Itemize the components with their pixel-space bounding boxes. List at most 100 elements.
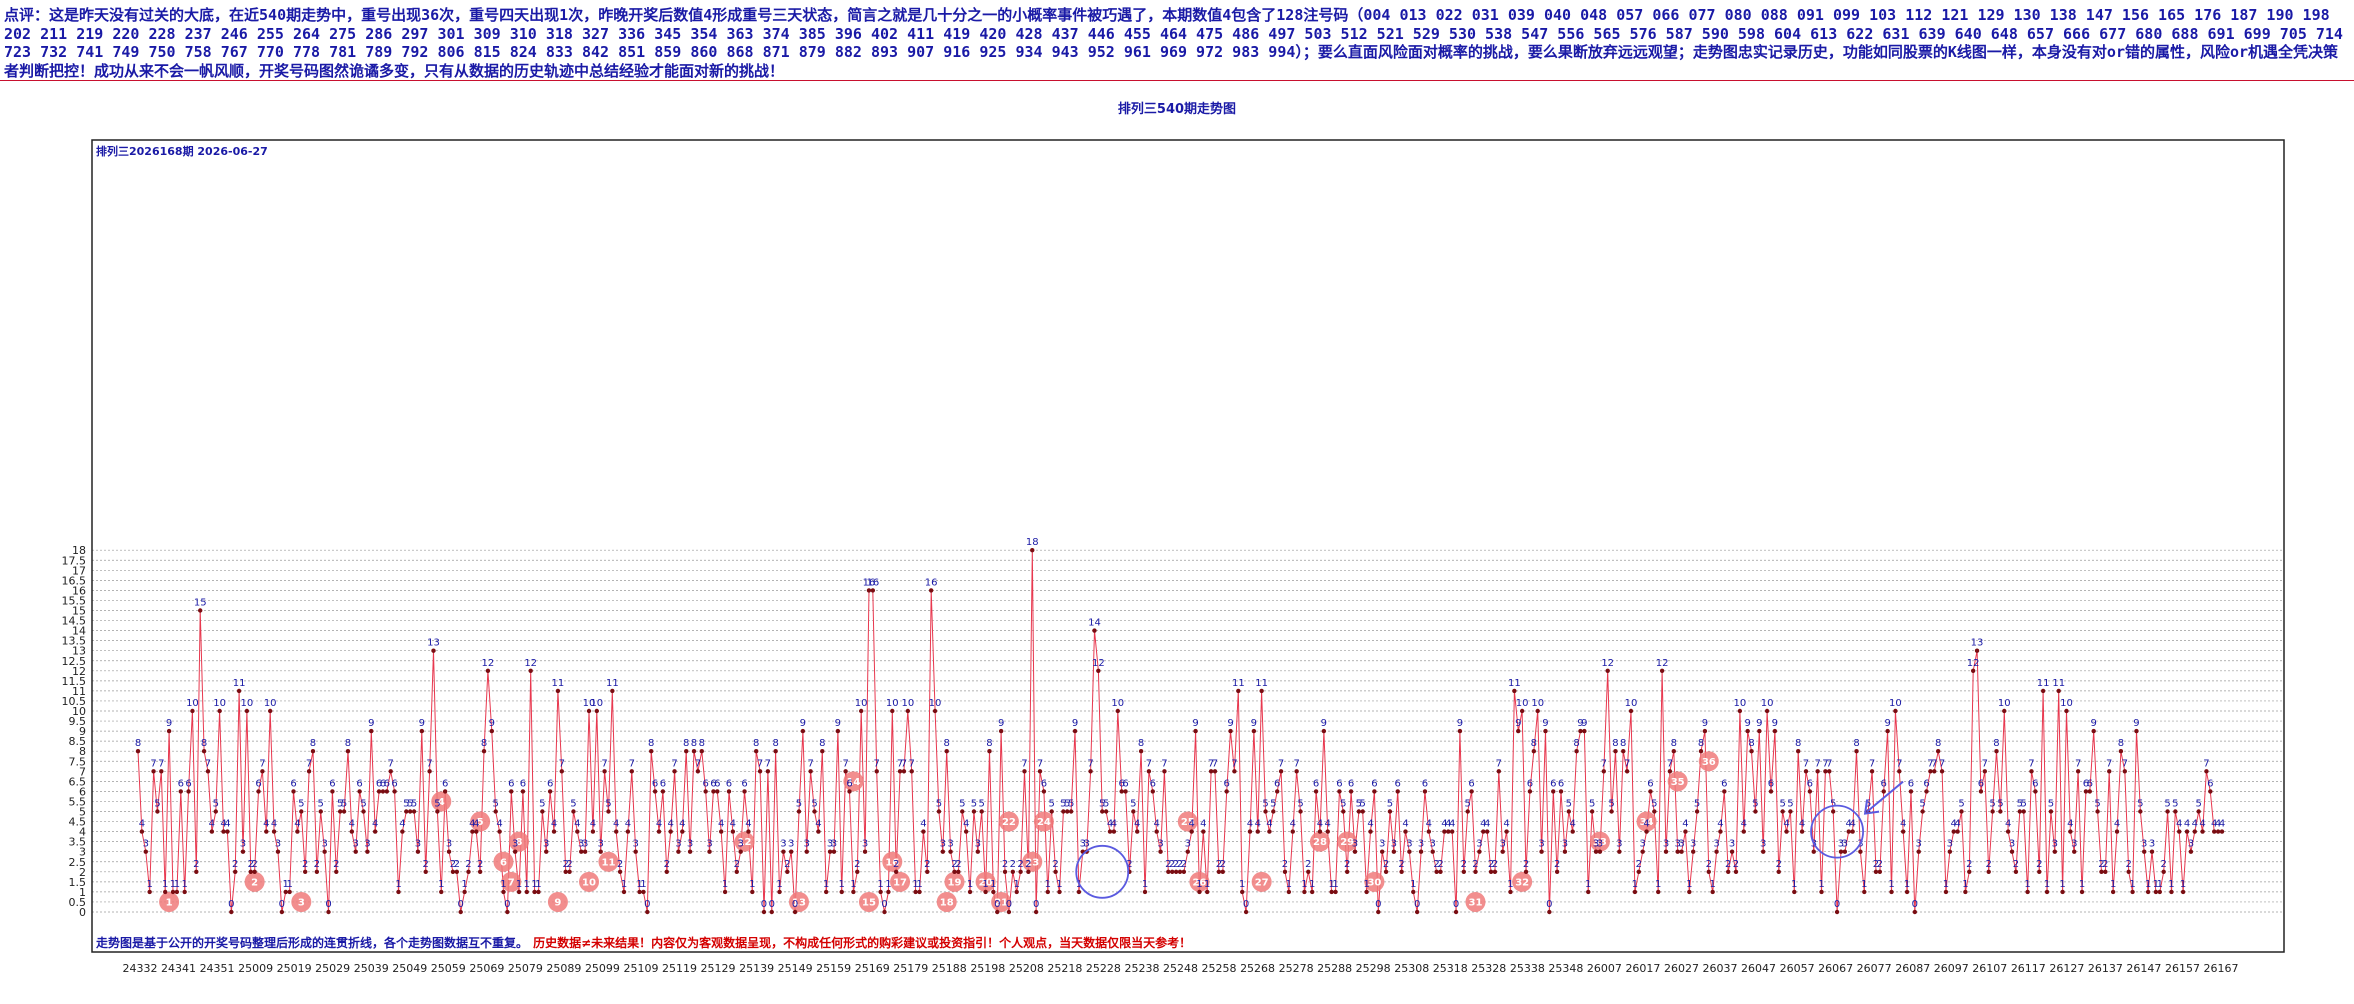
data-point [625,829,631,834]
point-label: 1 [535,879,541,890]
y-tick-label: 3.5 [69,836,87,849]
point-label: 6 [329,778,335,789]
data-point [1858,849,1863,854]
data-point [1935,749,1941,754]
data-point [1337,789,1342,794]
point-label: 7 [1087,758,1093,769]
data-point [1947,849,1953,854]
data-point [1846,829,1851,834]
data-point [1263,809,1268,814]
y-tick-label: 2 [79,866,86,879]
x-tick-label: 25179 [893,962,928,975]
point-label: 1 [2044,879,2050,890]
data-point [1018,869,1023,874]
repeat-marker-label: 20 [979,877,993,888]
point-label: 10 [1889,698,1902,709]
data-point [893,869,899,874]
data-point [1605,668,1610,673]
point-label: 1 [283,879,289,890]
data-point [1597,849,1603,854]
point-label: 8 [772,738,778,749]
point-label: 6 [1908,778,1914,789]
data-point [1278,769,1284,774]
repeat-marker-label: 13 [792,897,806,908]
point-label: 4 [1951,819,1957,830]
point-label: 2 [1017,859,1023,870]
point-label: 5 [1694,799,1700,810]
repeat-marker-label: 11 [601,857,615,868]
y-tick-label: 9 [79,725,86,738]
point-label: 5 [1068,799,1074,810]
y-tick-label: 16.5 [62,574,87,587]
point-label: 10 [1516,698,1529,709]
data-point [283,889,288,895]
data-point [1469,789,1474,794]
point-label: 5 [1340,799,1346,810]
data-point [1484,829,1490,834]
point-label: 4 [1247,819,1253,830]
data-point [866,588,872,593]
point-label: 1 [2024,879,2030,890]
data-point [1745,728,1750,734]
repeat-marker [890,871,911,892]
point-label: 7 [807,758,813,769]
point-label: 4 [1134,819,1140,830]
point-label: 7 [1161,758,1167,769]
data-point [637,889,642,895]
data-point [322,849,327,854]
data-point [750,889,755,895]
point-label: 5 [2048,799,2054,810]
data-point [1924,789,1929,794]
repeat-marker [1636,811,1657,832]
point-label: 0 [769,899,775,910]
data-point [1632,889,1638,895]
point-label: 1 [524,879,530,890]
data-point [1698,749,1704,754]
repeat-marker-label: 6 [500,857,507,868]
data-point [1150,789,1155,794]
point-label: 7 [1231,758,1237,769]
point-label: 1 [1904,879,1910,890]
point-label: 4 [2067,819,2073,830]
point-label: 6 [702,778,708,789]
data-point [1496,769,1502,774]
data-point [932,708,938,714]
point-label: 4 [2211,819,2217,830]
data-point [1990,809,1995,814]
point-label: 7 [909,758,915,769]
data-point [897,769,903,774]
repeat-marker-label: 19 [948,877,962,888]
point-label: 3 [1729,839,1735,850]
data-point [454,869,460,874]
data-point [2087,789,2093,794]
data-point [1119,789,1124,794]
repeat-marker-label: 8 [516,837,523,848]
data-point [299,809,304,814]
point-label: 0 [994,899,1000,910]
point-label: 7 [1278,758,1284,769]
point-label: 5 [1958,799,1964,810]
point-label: 1 [2079,879,2085,890]
point-label: 4 [590,819,596,830]
data-point [773,749,778,754]
data-point [1205,889,1210,895]
point-label: 2 [1126,859,1132,870]
data-point [497,829,502,834]
point-label: 4 [224,819,230,830]
data-point [1488,869,1494,874]
point-label: 2 [1986,859,1992,870]
point-label: 0 [458,899,464,910]
data-point [1259,688,1264,694]
data-point [213,809,218,814]
y-tick-label: 6 [79,785,86,798]
data-point [594,708,599,714]
repeat-marker [598,851,619,872]
repeat-marker [1512,871,1533,892]
point-label: 6 [185,778,191,789]
data-point [1026,869,1031,874]
data-point [1477,849,1482,854]
data-point [1729,849,1735,854]
point-label: 2 [951,859,957,870]
x-tick-label: 25328 [1471,962,1506,975]
